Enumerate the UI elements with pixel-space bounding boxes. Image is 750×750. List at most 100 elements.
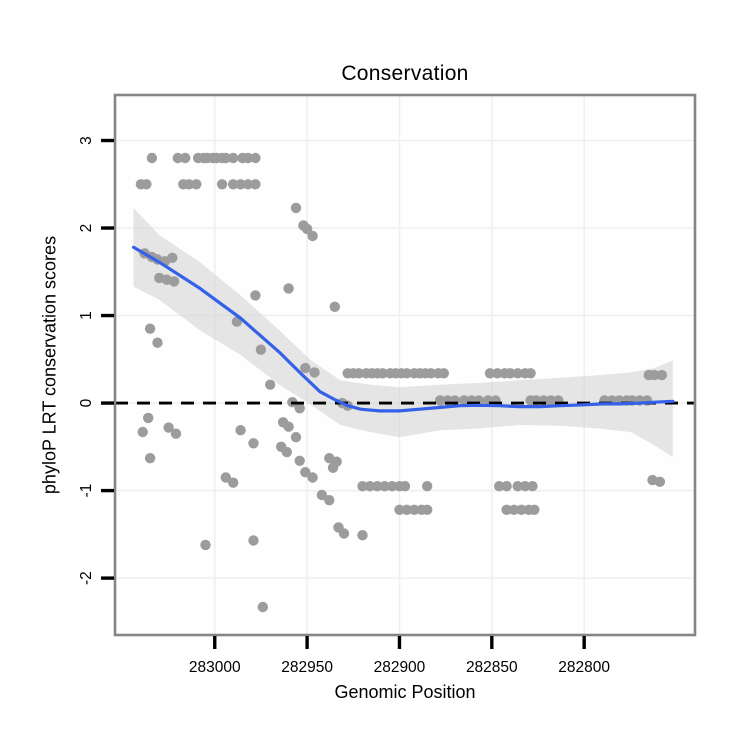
confidence-band	[133, 207, 673, 458]
data-point	[512, 481, 523, 492]
data-point	[152, 337, 163, 348]
data-point	[294, 403, 305, 414]
data-point	[377, 368, 388, 379]
data-point	[242, 179, 254, 190]
x-tick-label: 282950	[281, 659, 333, 676]
y-tick-label: 2	[78, 224, 95, 233]
data-point	[501, 504, 512, 515]
data-point	[654, 476, 666, 487]
data-point	[494, 481, 505, 492]
data-point	[191, 179, 202, 190]
data-point	[422, 481, 433, 492]
data-point	[394, 504, 405, 515]
data-point	[307, 472, 318, 483]
data-point	[290, 202, 302, 214]
data-point	[399, 481, 411, 492]
data-point	[309, 367, 320, 378]
data-point	[492, 368, 503, 379]
data-point	[422, 504, 433, 515]
data-point	[401, 368, 412, 379]
data-point	[146, 152, 158, 164]
data-point	[228, 179, 239, 190]
data-point	[458, 395, 470, 406]
data-point	[248, 438, 259, 449]
data-point	[281, 446, 292, 458]
data-point	[519, 481, 531, 492]
data-point	[235, 179, 246, 190]
data-point	[372, 481, 383, 492]
data-point	[242, 152, 254, 164]
x-tick-label: 282850	[466, 659, 518, 676]
data-point	[294, 455, 305, 466]
data-point	[137, 426, 148, 438]
y-axis-title: phyloP LRT conservation scores	[39, 235, 60, 495]
data-point	[324, 495, 335, 506]
x-tick-label: 282900	[374, 659, 426, 676]
data-point	[338, 528, 350, 539]
data-point	[379, 481, 390, 492]
data-point	[265, 379, 276, 390]
data-point	[364, 481, 376, 492]
data-point	[434, 395, 446, 406]
data-point	[505, 368, 516, 379]
data-point	[316, 489, 328, 501]
data-point	[250, 179, 261, 190]
data-point	[200, 539, 211, 551]
data-point	[168, 276, 180, 287]
data-point	[438, 368, 449, 379]
data-point	[183, 179, 195, 190]
y-tick-label: 0	[78, 398, 95, 407]
chart-title: Conservation	[341, 62, 469, 85]
data-point	[180, 152, 191, 164]
data-point	[143, 412, 154, 424]
data-point	[327, 462, 339, 473]
data-point	[545, 395, 557, 406]
data-point	[301, 223, 313, 235]
data-point	[248, 535, 259, 546]
data-point	[144, 453, 156, 464]
data-point	[357, 481, 368, 492]
data-point	[250, 152, 261, 164]
smooth-trend-line	[131, 245, 675, 413]
y-tick-label: -1	[78, 484, 95, 498]
plot-panel	[115, 95, 695, 635]
data-point	[216, 179, 228, 190]
data-point	[228, 477, 239, 488]
data-point	[501, 481, 512, 492]
x-axis-title: Genomic Position	[334, 682, 476, 702]
data-point	[167, 252, 178, 263]
x-tick-label: 283000	[189, 659, 241, 676]
data-point	[656, 369, 667, 381]
data-point	[220, 472, 231, 483]
data-point	[401, 504, 412, 515]
y-tick-label: -2	[78, 571, 95, 585]
data-point	[250, 290, 261, 301]
data-point	[353, 368, 364, 379]
data-point	[228, 152, 239, 164]
data-point	[170, 428, 182, 439]
data-point	[529, 504, 540, 515]
scatter-points	[135, 152, 667, 613]
data-point	[525, 368, 536, 379]
data-point	[172, 152, 183, 164]
data-point	[300, 362, 311, 374]
data-point	[357, 530, 368, 541]
data-point	[144, 323, 156, 334]
data-point	[300, 467, 311, 478]
data-point	[283, 421, 294, 432]
data-point	[163, 422, 174, 433]
data-point	[257, 601, 268, 613]
y-tick-label: 1	[78, 311, 95, 320]
data-point	[235, 425, 246, 436]
data-point	[425, 368, 437, 379]
data-point	[255, 344, 267, 355]
data-point	[508, 504, 520, 515]
data-point	[141, 179, 152, 190]
data-point	[649, 369, 660, 381]
data-point	[307, 230, 318, 242]
data-point	[484, 368, 496, 379]
data-point	[386, 481, 398, 492]
data-point	[283, 283, 294, 294]
